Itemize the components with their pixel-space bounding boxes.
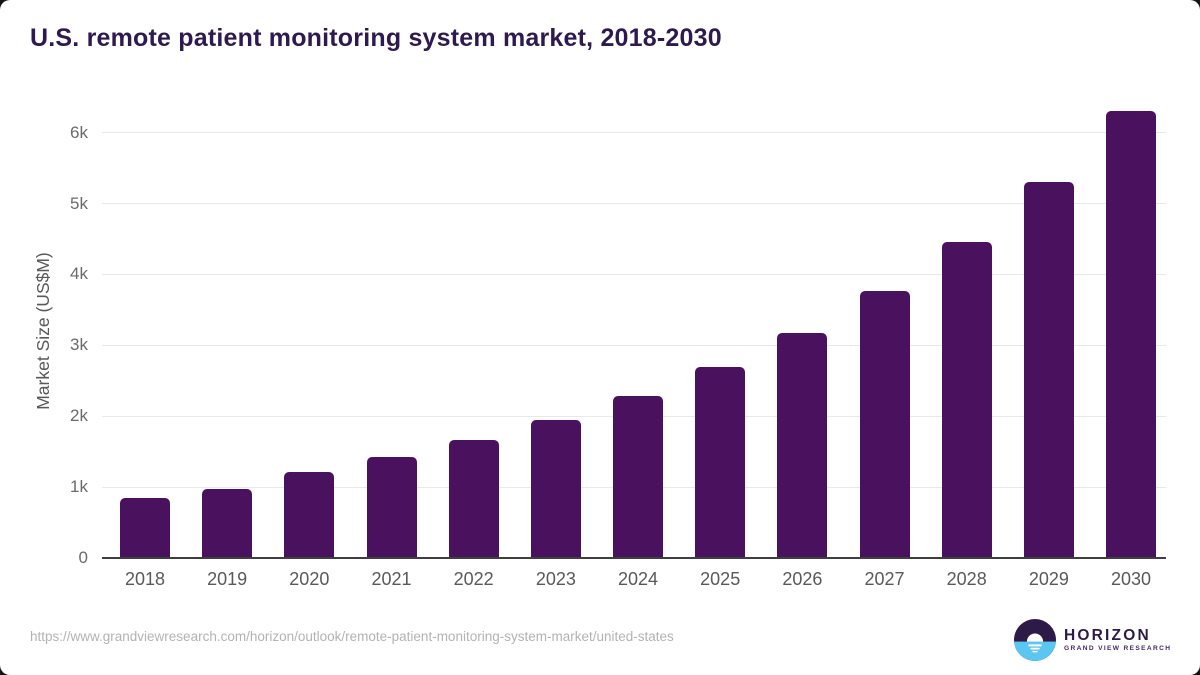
x-label-2030: 2030 xyxy=(1111,569,1152,589)
bar-2023 xyxy=(530,419,581,557)
y-tick-label-5k: 5k xyxy=(70,193,88,213)
x-label-2026: 2026 xyxy=(782,569,823,589)
x-label-2024: 2024 xyxy=(617,569,659,589)
bar-2019 xyxy=(202,488,253,557)
bar-2030 xyxy=(1106,111,1157,557)
x-label-2025: 2025 xyxy=(700,569,741,589)
horizon-logo: HORIZON GRAND VIEW RESEARCH xyxy=(1014,619,1171,661)
x-label-2028: 2028 xyxy=(946,569,987,589)
horizon-sun-icon xyxy=(1014,619,1056,661)
logo-brand-name: HORIZON xyxy=(1064,627,1151,644)
gridline-5k xyxy=(102,203,1166,204)
x-label-2027: 2027 xyxy=(864,569,905,589)
bar-2029 xyxy=(1023,182,1074,557)
y-tick-label-6k: 6k xyxy=(70,122,88,142)
bar-2020 xyxy=(284,472,335,557)
bar-2026 xyxy=(777,332,828,557)
source-url: https://www.grandviewresearch.com/horizo… xyxy=(30,629,674,644)
gridline-4k xyxy=(102,273,1166,275)
y-tick-label-1k: 1k xyxy=(70,477,88,497)
logo-sub-brand: GRAND VIEW RESEARCH xyxy=(1064,645,1172,652)
x-label-2021: 2021 xyxy=(371,569,412,589)
y-tick-label-4k: 4k xyxy=(70,264,88,284)
bar-2024 xyxy=(613,396,664,557)
y-tick-label-2k: 2k xyxy=(70,406,88,426)
bar-2021 xyxy=(366,456,417,557)
logo-text: HORIZON GRAND VIEW RESEARCH xyxy=(1064,628,1171,652)
x-label-2022: 2022 xyxy=(453,569,494,589)
chart-title: U.S. remote patient monitoring system ma… xyxy=(30,24,722,52)
gridline-6k xyxy=(102,132,1166,134)
y-tick-label-3k: 3k xyxy=(70,335,88,355)
x-axis-line xyxy=(102,557,1166,559)
bar-2022 xyxy=(448,440,499,557)
bar-2018 xyxy=(120,498,170,557)
x-label-2019: 2019 xyxy=(207,569,248,589)
gridline-3k xyxy=(102,344,1166,346)
x-label-2023: 2023 xyxy=(535,569,576,589)
x-label-2018: 2018 xyxy=(124,569,166,589)
x-label-2020: 2020 xyxy=(289,569,330,589)
y-axis-title: Market Size (US$M) xyxy=(33,252,53,410)
bar-2028 xyxy=(941,241,992,557)
y-tick-label-0: 0 xyxy=(78,548,88,567)
x-label-2029: 2029 xyxy=(1028,569,1069,589)
bar-2025 xyxy=(695,367,746,557)
bar-2027 xyxy=(859,291,910,557)
